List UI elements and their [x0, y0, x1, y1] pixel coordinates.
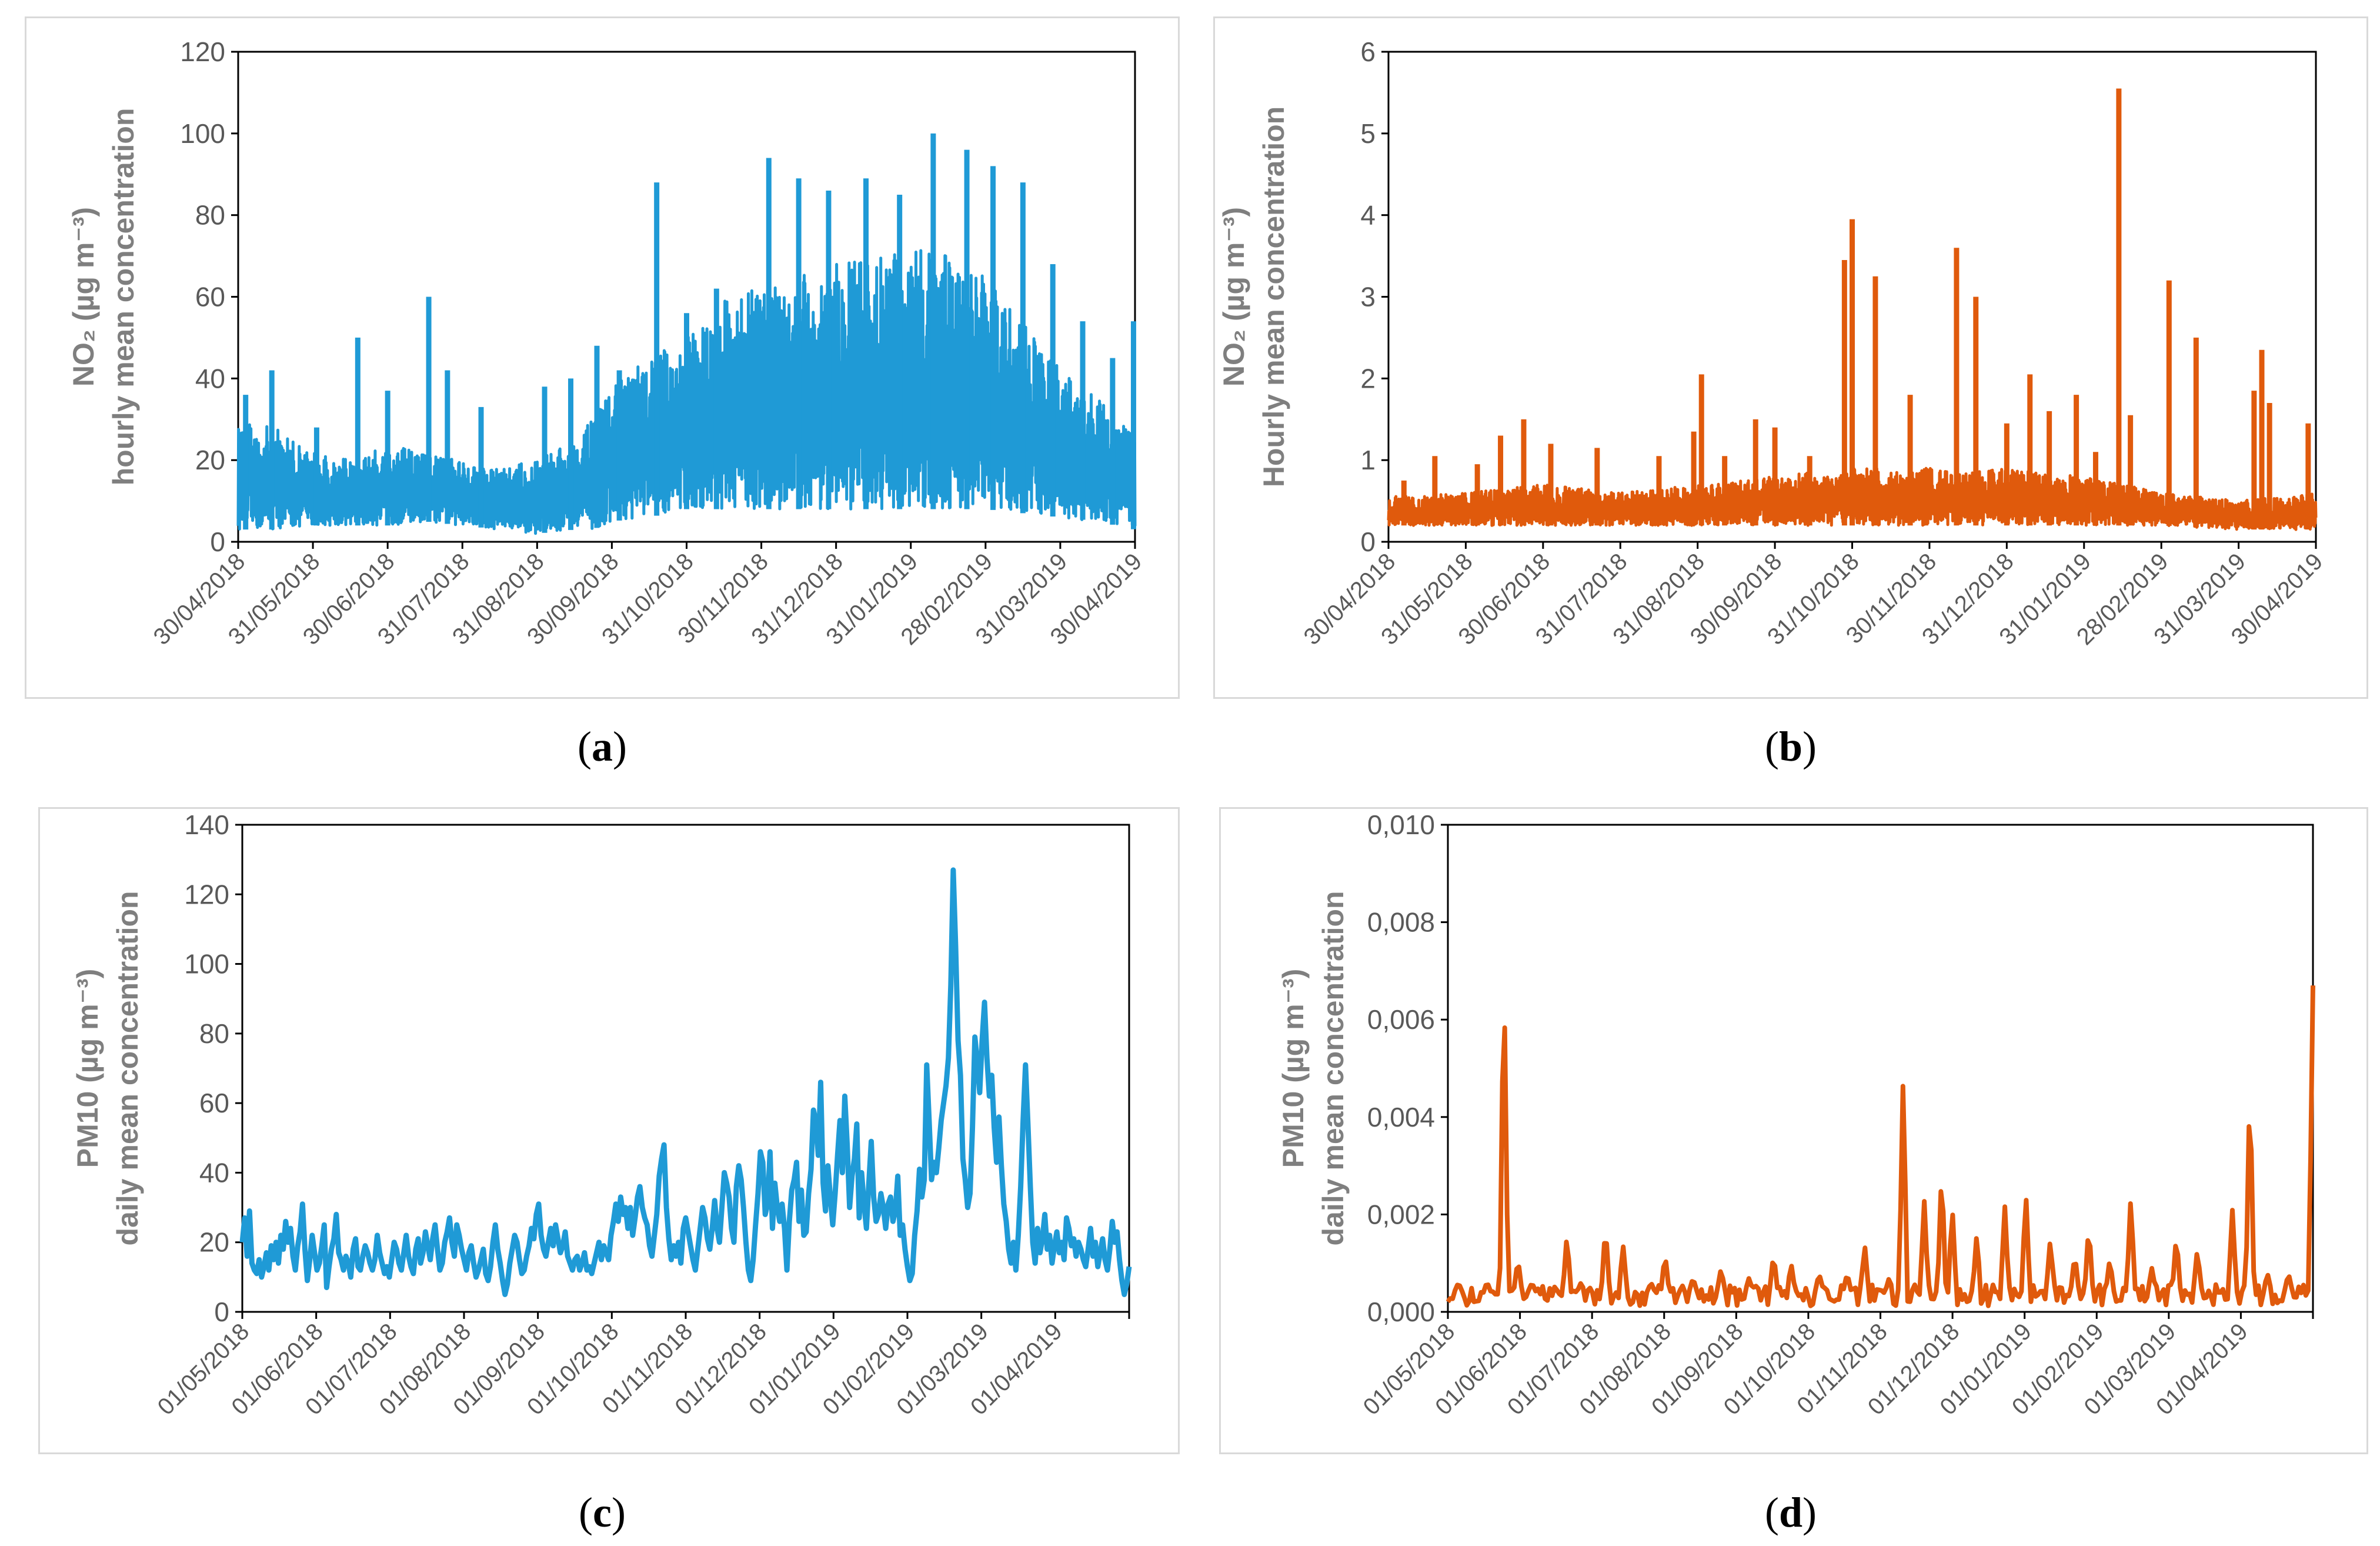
y-tick-label: 0,008 [1367, 907, 1435, 938]
y-axis-label-line1: PM10 (µg m⁻³) [71, 969, 104, 1168]
y-axis-label: NO₂ (µg m⁻³) hourly mean concentration [67, 108, 140, 486]
y-tick-label: 6 [1360, 36, 1376, 67]
y-tick-label: 100 [184, 949, 229, 979]
y-tick-label: 120 [180, 36, 225, 67]
y-tick-label: 4 [1360, 200, 1376, 231]
caption-c: (c) [579, 1489, 626, 1536]
series-line [239, 867, 1132, 1297]
y-tick-label: 80 [195, 200, 225, 231]
y-axis-label: PM10 (µg m⁻³) daily mean concentration [1277, 891, 1350, 1246]
y-tick-label: 80 [199, 1018, 229, 1049]
y-tick-label: 0 [210, 527, 225, 557]
y-axis-label-line2: daily mean concentration [1317, 891, 1350, 1246]
y-axis-label-line1: NO₂ (µg m⁻³) [67, 207, 100, 386]
y-tick-label: 140 [184, 809, 229, 840]
caption-a: (a) [578, 723, 627, 770]
series-line [1446, 985, 2315, 1308]
y-tick-label: 0,010 [1367, 809, 1435, 840]
y-tick-label: 40 [195, 363, 225, 394]
y-axis-label-line2: Hourly mean concentration [1257, 106, 1290, 487]
y-axis-label-line1: PM10 (µg m⁻³) [1277, 969, 1310, 1168]
y-tick-label: 120 [184, 879, 229, 909]
y-axis-label-line2: daily mean concentration [111, 891, 144, 1246]
y-tick-label: 60 [199, 1088, 229, 1118]
chart-panel-d [1219, 807, 2368, 1454]
chart-b: 012345630/04/201831/05/201830/06/201831/… [1217, 36, 2328, 650]
y-tick-label: 20 [195, 445, 225, 475]
y-tick-label: 0,006 [1367, 1004, 1435, 1035]
y-tick-label: 100 [180, 118, 225, 149]
chart-c: 02040608010012014001/05/201801/06/201801… [71, 809, 1132, 1420]
y-tick-label: 0,002 [1367, 1199, 1435, 1230]
chart-d: 0,0000,0020,0040,0060,0080,01001/05/2018… [1277, 809, 2315, 1420]
y-tick-label: 3 [1360, 282, 1376, 312]
caption-d: (d) [1764, 1489, 1817, 1536]
y-axis-label: NO₂ (µg m⁻³) Hourly mean concentration [1217, 106, 1290, 487]
y-tick-label: 0 [1360, 527, 1376, 557]
y-tick-label: 5 [1360, 118, 1376, 149]
chart-a: 02040608010012030/04/201831/05/201830/06… [67, 36, 1147, 650]
plot-area-frame [1447, 824, 2314, 1313]
caption-b: (b) [1764, 723, 1817, 770]
y-tick-label: 20 [199, 1227, 229, 1258]
y-axis-label: PM10 (µg m⁻³) daily mean concentration [71, 891, 144, 1246]
y-tick-label: 2 [1360, 363, 1376, 394]
y-axis-label-line1: NO₂ (µg m⁻³) [1217, 207, 1250, 386]
chart-panel-b [1213, 16, 2368, 699]
y-tick-label: 1 [1360, 445, 1376, 475]
y-tick-label: 0,000 [1367, 1297, 1435, 1327]
y-tick-label: 40 [199, 1157, 229, 1188]
chart-panel-c [38, 807, 1180, 1454]
y-tick-label: 0,004 [1367, 1102, 1435, 1132]
y-tick-label: 0 [214, 1297, 229, 1327]
y-tick-label: 60 [195, 282, 225, 312]
y-axis-label-line2: hourly mean concentration [107, 108, 140, 486]
